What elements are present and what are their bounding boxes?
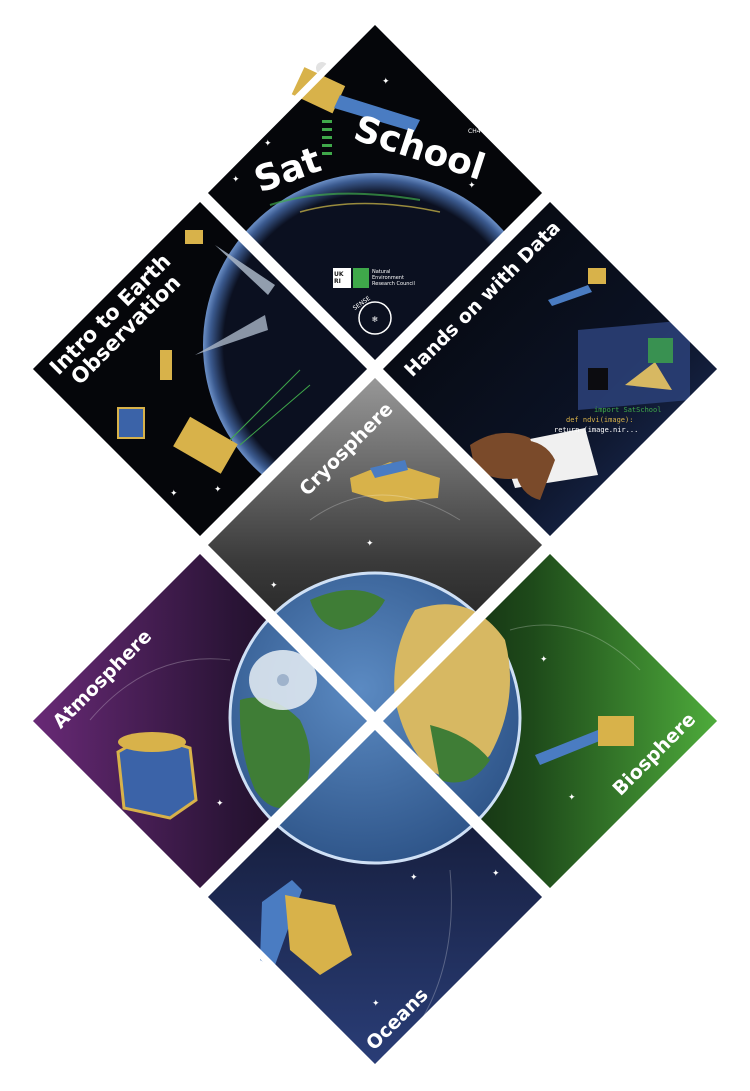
star-icon: ✦ (372, 999, 380, 1009)
nerc-text-2: Environment (372, 275, 404, 281)
star-icon: ✦ (366, 539, 374, 549)
star-icon: ✦ (540, 655, 548, 665)
orbit-lines (89, 494, 641, 1051)
star-icon: ✦ (468, 181, 476, 191)
star-icon: ✦ (410, 873, 418, 883)
sense-logo: ❄ (358, 301, 392, 335)
satellite-icon (548, 268, 606, 306)
satellite-icon (117, 230, 238, 474)
nerc-text-3: Research Council (372, 281, 415, 287)
star-icon: ✦ (232, 175, 240, 185)
star-icon: ✦ (216, 799, 224, 809)
ukri-logo (333, 268, 369, 288)
star-icon: ✦ (170, 489, 178, 499)
code-line-1: import SatSchool (594, 406, 662, 414)
star-icon: ✦ (492, 869, 500, 879)
satellite-icon (116, 732, 198, 820)
star-icon: ✦ (382, 77, 390, 87)
ukri-text: UK RI (334, 271, 344, 285)
code-line-3: return (image.nir... (554, 426, 639, 434)
nerc-text-1: Natural (372, 269, 391, 275)
star-icon: ✦ (264, 139, 272, 149)
ozone-label: O3 (236, 124, 245, 131)
methane-label: CH4 (468, 128, 481, 135)
tile-separators (23, 15, 727, 1074)
code-line-2: def ndvi(image): (566, 416, 634, 424)
star-icon: ✦ (270, 581, 278, 591)
satellite-icon (260, 880, 352, 975)
satellite-icon (350, 460, 440, 502)
star-icon: ✦ (568, 793, 576, 803)
satellite-icon (535, 716, 634, 765)
star-icon: ✦ (214, 485, 222, 495)
svg-text:❄: ❄ (372, 315, 379, 324)
